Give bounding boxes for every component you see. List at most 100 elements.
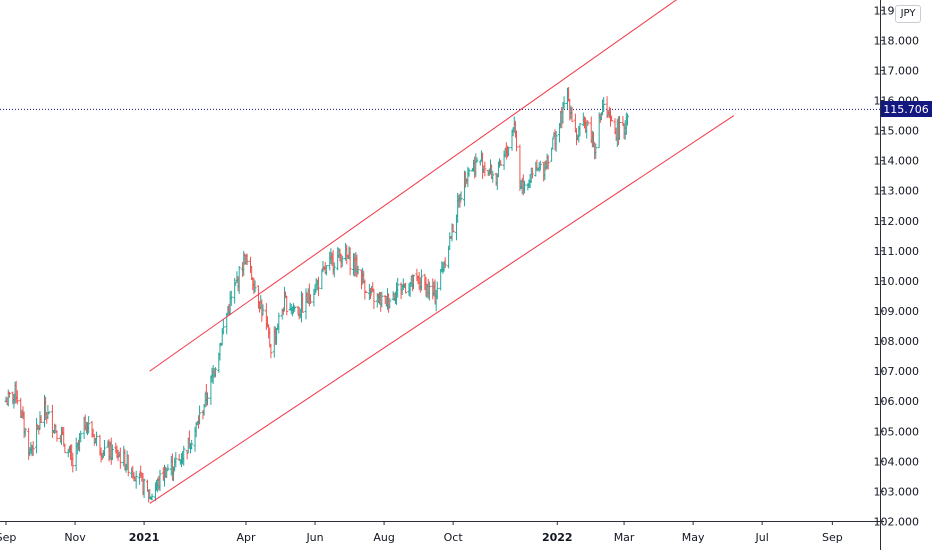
ohlc-bar bbox=[560, 106, 564, 129]
ohlc-bar bbox=[229, 290, 233, 306]
ohlc-bar bbox=[7, 391, 11, 398]
ohlc-bar bbox=[592, 131, 596, 148]
y-tick-label: 105.000 bbox=[874, 425, 920, 438]
x-tick-label: Sep bbox=[822, 531, 843, 544]
ohlc-bar bbox=[150, 493, 154, 501]
y-tick-label: 113.000 bbox=[874, 185, 920, 198]
ohlc-bar bbox=[95, 431, 99, 447]
ohlc-bar bbox=[260, 299, 264, 322]
ohlc-bar bbox=[451, 224, 455, 233]
ohlc-bar bbox=[427, 281, 431, 301]
ohlc-bar bbox=[586, 120, 590, 126]
ohlc-bar bbox=[110, 444, 114, 461]
x-tick-label: Jun bbox=[305, 531, 323, 544]
x-tick-label: 2022 bbox=[542, 531, 573, 544]
y-tick-label: 104.000 bbox=[874, 455, 920, 468]
y-tick-label: 114.000 bbox=[874, 155, 920, 168]
ohlc-bar bbox=[87, 416, 91, 434]
ohlc-bar bbox=[142, 478, 146, 499]
x-tick-label: Mar bbox=[614, 531, 635, 544]
ohlc-bar bbox=[435, 281, 439, 300]
ohlc-bar bbox=[332, 262, 336, 278]
ohlc-bar bbox=[182, 445, 186, 466]
x-tick-label: Oct bbox=[444, 531, 464, 544]
x-tick-label: May bbox=[682, 531, 705, 544]
ohlc-bar bbox=[356, 265, 360, 275]
channel-lower-line[interactable] bbox=[149, 115, 735, 504]
ohlc-bar bbox=[388, 298, 392, 309]
y-tick-label: 106.000 bbox=[874, 395, 920, 408]
ohlc-bar bbox=[285, 295, 289, 316]
ohlc-bar bbox=[602, 97, 606, 113]
ohlc-bar bbox=[570, 106, 574, 122]
ohlc-bar bbox=[245, 253, 249, 266]
ohlc-bar bbox=[459, 191, 463, 201]
y-tick-label: 115.000 bbox=[874, 125, 920, 138]
ohlc-bar bbox=[190, 440, 194, 450]
ohlc-bar bbox=[102, 440, 106, 456]
ohlc-bar bbox=[483, 161, 487, 177]
ohlc-bar bbox=[44, 396, 48, 421]
ohlc-bar bbox=[309, 294, 313, 305]
x-tick-label: Sep bbox=[0, 531, 16, 544]
ohlc-bar bbox=[380, 291, 384, 308]
y-tick-label: 109.000 bbox=[874, 305, 920, 318]
ohlc-bar bbox=[550, 147, 554, 162]
y-tick-label: 103.000 bbox=[874, 485, 920, 498]
y-tick-label: 112.000 bbox=[874, 215, 920, 228]
ohlc-bars bbox=[4, 87, 629, 503]
ohlc-bar bbox=[554, 130, 558, 152]
currency-button[interactable]: JPY bbox=[895, 5, 921, 23]
ohlc-bar bbox=[443, 257, 447, 269]
y-tick-label: 102.000 bbox=[874, 515, 920, 528]
ohlc-bar bbox=[359, 269, 363, 290]
ohlc-bar bbox=[146, 479, 149, 492]
ohlc-bar bbox=[15, 390, 19, 405]
ohlc-bar bbox=[47, 411, 51, 415]
ohlc-bar bbox=[293, 305, 297, 312]
ohlc-bar bbox=[174, 452, 178, 468]
channel-upper-line[interactable] bbox=[149, 0, 700, 372]
ohlc-bar bbox=[118, 447, 122, 469]
ohlc-bar bbox=[605, 96, 609, 118]
ohlc-bar bbox=[467, 168, 471, 177]
ohlc-bar bbox=[166, 464, 170, 472]
ohlc-bar bbox=[253, 280, 257, 293]
ohlc-bar bbox=[213, 367, 217, 378]
x-tick-label: 2021 bbox=[129, 531, 160, 544]
ohlc-bar bbox=[610, 115, 614, 122]
ohlc-bar bbox=[55, 430, 59, 442]
last-price-label: 115.706 bbox=[881, 101, 932, 117]
x-tick-label: Aug bbox=[373, 531, 394, 544]
ohlc-bar bbox=[546, 155, 550, 170]
ohlc-bar bbox=[594, 143, 598, 159]
ohlc-bar bbox=[221, 319, 225, 335]
ohlc-bar bbox=[205, 392, 209, 406]
ohlc-bar bbox=[134, 470, 138, 489]
ohlc-bar bbox=[515, 130, 519, 152]
y-tick-label: 111.000 bbox=[874, 245, 920, 258]
ohlc-bar bbox=[364, 290, 368, 293]
ohlc-bar bbox=[372, 288, 376, 310]
ohlc-bar bbox=[63, 443, 67, 454]
y-tick-label: 107.000 bbox=[874, 365, 920, 378]
ohlc-bar bbox=[158, 469, 162, 491]
x-axis-ticks: Sep Nov 2021 Apr Jun Aug Oct 2022 Mar May Jul Sep bbox=[0, 521, 843, 544]
ohlc-bar bbox=[412, 274, 416, 290]
ohlc-bar bbox=[282, 286, 286, 311]
ohlc-bar bbox=[39, 415, 43, 424]
ohlc-bar bbox=[198, 405, 202, 425]
ohlc-bar bbox=[551, 137, 555, 150]
ohlc-bar bbox=[625, 113, 629, 126]
ohlc-bar bbox=[185, 449, 189, 460]
x-tick-label: Jul bbox=[755, 531, 769, 544]
ohlc-bar bbox=[23, 427, 27, 437]
y-tick-label: 110.000 bbox=[874, 275, 920, 288]
ohlc-bar bbox=[233, 277, 237, 304]
last-price-value: 115.706 bbox=[883, 103, 929, 116]
ohlc-bar bbox=[340, 255, 344, 268]
x-tick-label: Nov bbox=[64, 531, 86, 544]
ohlc-bar bbox=[562, 96, 566, 109]
ohlc-bar bbox=[324, 265, 328, 276]
